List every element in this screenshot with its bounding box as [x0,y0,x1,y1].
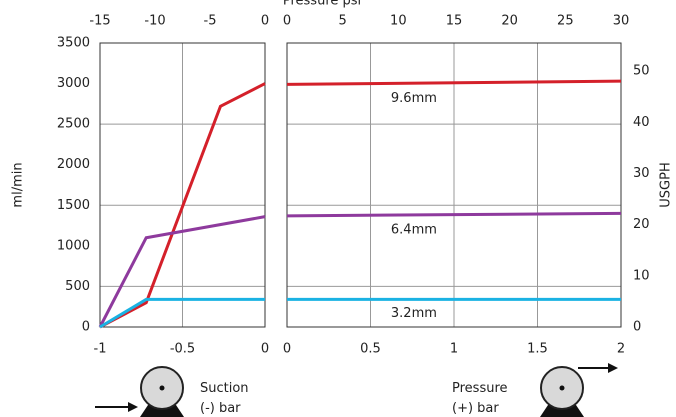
x-tick-label: 2 [617,342,625,357]
x-tick-label: -0.5 [170,342,195,357]
x2-tick-label: -15 [89,14,110,29]
x2-tick-label: 0 [261,14,269,29]
x2-tick-label: 15 [446,14,463,29]
x2-axis-label: Pressure psi [283,0,361,9]
y2-tick-label: 40 [633,115,650,130]
y-tick-label: 1000 [57,238,90,253]
series-label: 3.2mm [391,306,437,321]
data-line [286,79,622,86]
x2-tick-label: -5 [204,14,217,29]
x-axis-label-line: Pressure [452,381,508,396]
plot-frame [99,42,266,328]
x-tick-label: 1 [450,342,458,357]
pressure-pump-icon [540,363,618,417]
y2-tick-label: 0 [633,320,641,335]
x-axis-label-line: (+) bar [452,401,499,416]
x2-tick-label: 0 [283,14,291,29]
x-axis-label: Pressure (+) bar [452,381,508,416]
x2-tick-label: 25 [557,14,574,29]
series-label: 9.6mm [391,91,437,106]
x-tick-label: 0.5 [360,342,381,357]
y2-tick-label: 10 [633,268,650,283]
y-tick-label: 500 [65,279,90,294]
x2-tick-label: 10 [390,14,407,29]
suction-pump-icon [95,366,184,417]
x-axis-label-line: (-) bar [200,401,241,416]
x-tick-label: -1 [94,342,107,357]
series-label: 6.4mm [391,222,437,237]
data-line [98,215,266,328]
x2-tick-label: 30 [613,14,630,29]
y-tick-label: 3000 [57,76,90,91]
x-tick-label: 0 [283,342,291,357]
y-tick-label: 0 [82,320,90,335]
data-line [286,211,622,218]
y-axis-label: ml/min [11,162,26,207]
y-tick-label: 1500 [57,198,90,213]
y-tick-label: 2000 [57,157,90,172]
x-tick-label: 0 [261,342,269,357]
y2-tick-label: 20 [633,217,650,232]
x-tick-label: 1.5 [527,342,548,357]
x2-tick-label: 20 [501,14,518,29]
y-tick-label: 3500 [57,36,90,51]
data-line [99,297,265,329]
x-axis-label-line: Suction [200,381,249,396]
plot-frame [286,42,622,328]
y2-tick-label: 50 [633,64,650,79]
x2-tick-label: 5 [339,14,347,29]
y-tick-label: 2500 [57,117,90,132]
y2-tick-label: 30 [633,166,650,181]
y2-axis-label: USGPH [659,162,674,207]
x-axis-label: Suction (-) bar [200,381,249,416]
x2-tick-label: -10 [144,14,165,29]
